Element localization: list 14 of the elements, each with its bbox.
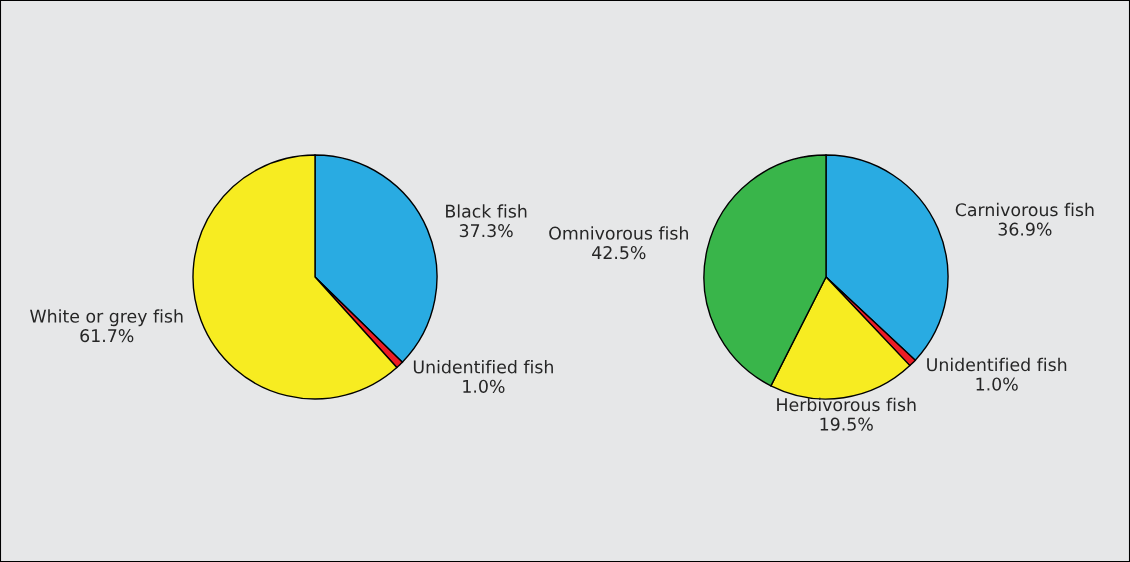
data-label: 36.9% xyxy=(998,222,1052,236)
slice-label: Carnivorous fish xyxy=(955,202,1094,217)
data-label: 1.0% xyxy=(463,379,505,393)
data-label: 61.7% xyxy=(80,329,134,343)
slice-label: White or grey fish xyxy=(30,309,183,327)
slice-label: Herbivorous fish xyxy=(777,397,916,412)
data-label: 42.5% xyxy=(592,246,646,260)
data-label: 19.5% xyxy=(820,417,873,431)
slice-label: Black fish xyxy=(446,204,527,218)
slice-label: Omnivorous fish xyxy=(549,226,688,240)
slice-label: Unidentified fish xyxy=(413,360,553,374)
data-label: 1.0% xyxy=(976,377,1018,391)
data-label: 37.3% xyxy=(459,224,513,238)
slice-label: Unidentified fish xyxy=(927,357,1067,372)
